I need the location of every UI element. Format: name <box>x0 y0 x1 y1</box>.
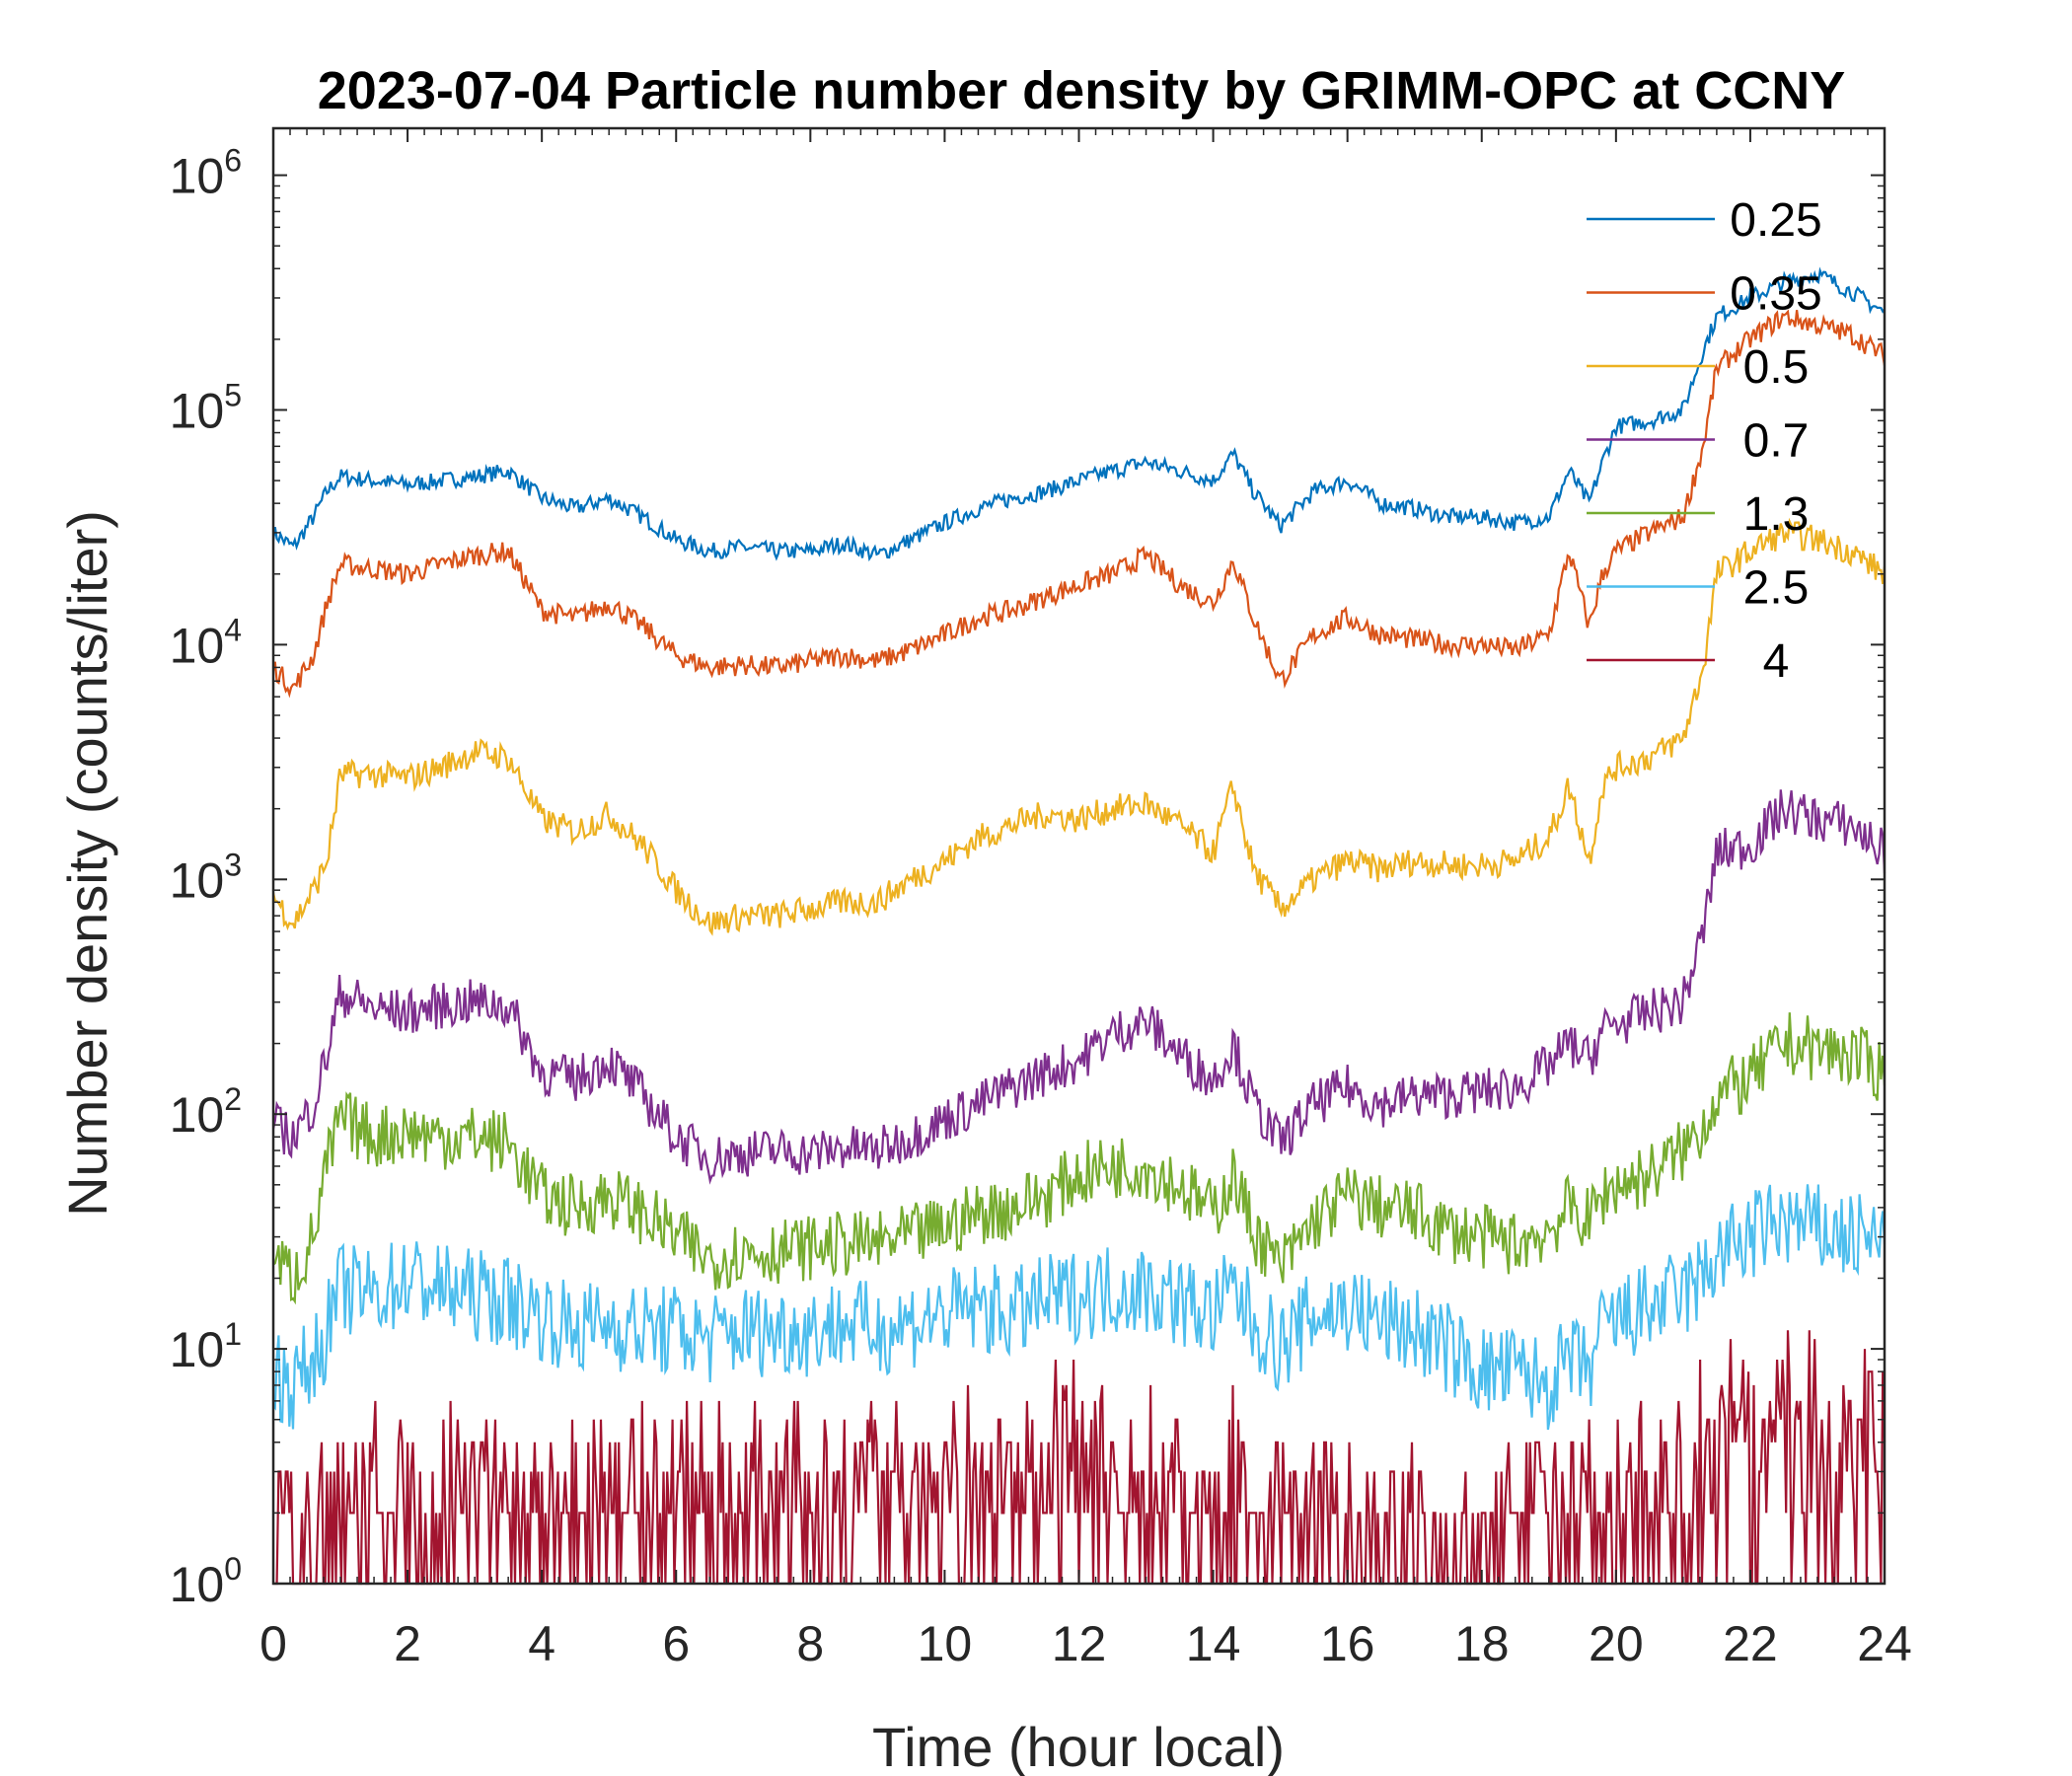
legend-label-0.35: 0.35 <box>1730 268 1821 321</box>
x-tick-label: 4 <box>528 1616 555 1671</box>
x-tick-label: 14 <box>1186 1616 1241 1671</box>
y-tick-label: 100 <box>170 1551 242 1612</box>
y-tick-label: 101 <box>170 1316 242 1377</box>
series-line-0.25 <box>271 266 1886 562</box>
legend-label-1.3: 1.3 <box>1743 488 1810 541</box>
legend-label-2.5: 2.5 <box>1743 562 1810 615</box>
series-line-1.3 <box>272 1012 1887 1305</box>
axes-box <box>271 126 1887 1586</box>
y-tick-label: 103 <box>170 847 242 908</box>
x-tick-label: 8 <box>796 1616 824 1671</box>
y-axis-label: Number density (counts/liter) <box>56 510 118 1217</box>
series-line-0.7 <box>271 789 1887 1185</box>
x-tick-label: 18 <box>1454 1616 1510 1671</box>
legend-label-0.5: 0.5 <box>1743 341 1810 394</box>
legend: 0.25 0.35 0.5 0.7 1.3 2.5 4 <box>1587 194 1822 688</box>
y-tick-label: 102 <box>170 1081 242 1143</box>
x-tick-label: 24 <box>1857 1616 1912 1671</box>
chart-title: 2023-07-04 Particle number density by GR… <box>318 61 1845 120</box>
x-tick-label: 16 <box>1320 1616 1375 1671</box>
y-tick-label: 105 <box>170 377 242 438</box>
x-axis-label: Time (hour local) <box>872 1716 1285 1776</box>
series-line-4 <box>273 1330 1887 1586</box>
series-line-0.5 <box>271 517 1887 936</box>
x-tick-label: 2 <box>394 1616 421 1671</box>
x-axis: 0 2 4 6 8 10 12 14 16 18 20 22 24 <box>259 128 1912 1671</box>
series-line-2.5 <box>272 1184 1887 1431</box>
x-tick-label: 0 <box>259 1616 287 1671</box>
y-tick-label: 104 <box>170 612 242 673</box>
legend-label-0.25: 0.25 <box>1730 194 1821 247</box>
x-tick-label: 12 <box>1052 1616 1107 1671</box>
x-tick-label: 6 <box>662 1616 690 1671</box>
series-line-0.35 <box>271 309 1887 699</box>
plot-area <box>271 126 1887 1586</box>
x-tick-label: 22 <box>1723 1616 1778 1671</box>
x-tick-label: 10 <box>918 1616 973 1671</box>
y-tick-label: 106 <box>170 143 242 204</box>
legend-label-4: 4 <box>1763 635 1790 688</box>
y-axis: 100 101 102 103 104 105 106 <box>170 143 1885 1612</box>
x-tick-label: 20 <box>1589 1616 1644 1671</box>
legend-label-0.7: 0.7 <box>1743 415 1810 468</box>
